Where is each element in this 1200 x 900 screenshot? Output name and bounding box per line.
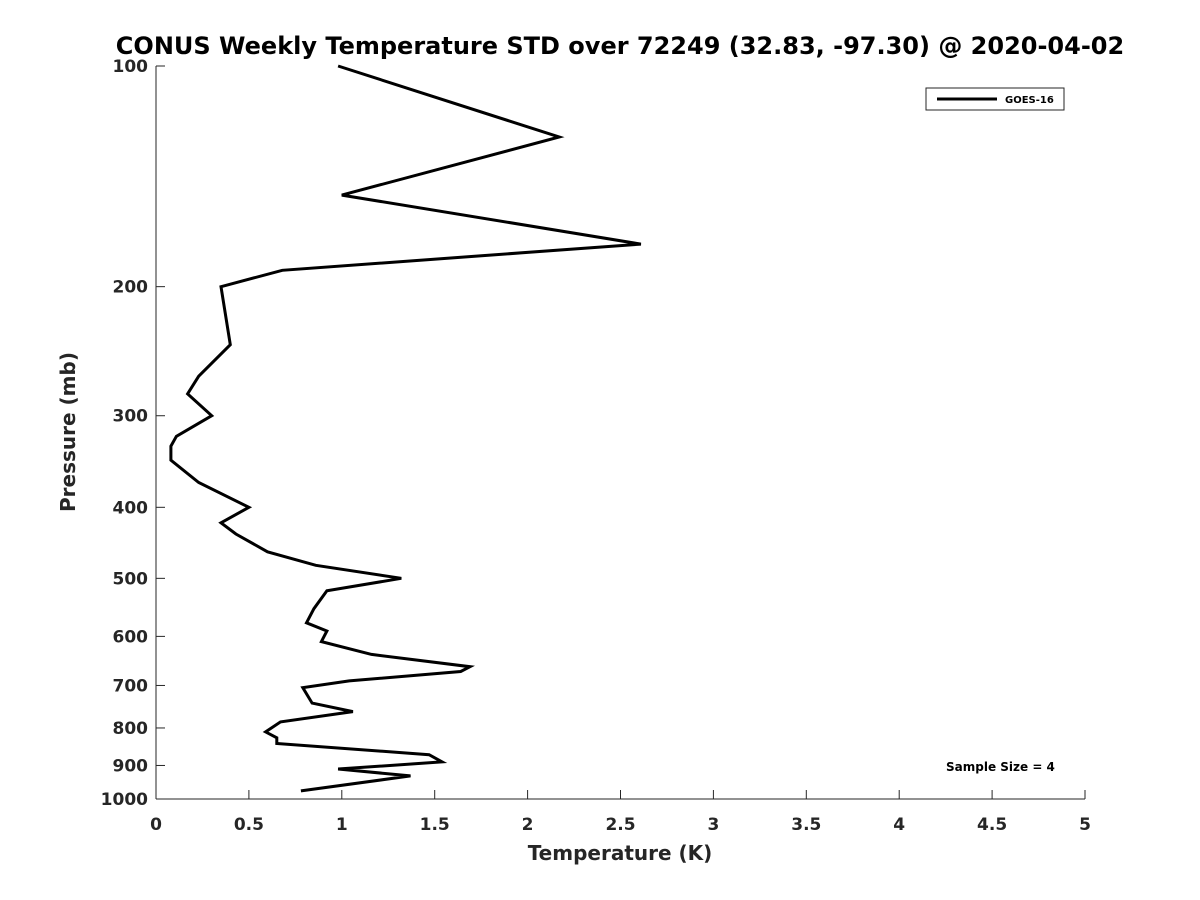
x-tick-label: 1.5 (420, 815, 450, 835)
x-axis-label: Temperature (K) (528, 841, 713, 865)
y-tick-label: 100 (113, 57, 149, 77)
legend: GOES-16 (925, 87, 1065, 111)
y-tick-label: 400 (113, 498, 149, 518)
legend-label-goes16: GOES-16 (1005, 95, 1054, 106)
series-layer (169, 64, 642, 793)
y-axis-label: Pressure (mb) (56, 352, 80, 512)
series-line-goes-16 (169, 64, 642, 793)
plot-axes (155, 66, 1085, 800)
x-tick-label: 1 (336, 815, 348, 835)
tick-group: 0 0.5 1 1.5 2 2.5 3 3.5 4 4.5 5 100 200 300 400 500 600 7… (101, 57, 1091, 835)
x-tick-label: 4.5 (977, 815, 1007, 835)
x-tick-label: 3.5 (791, 815, 821, 835)
y-tick-label: 800 (113, 719, 149, 739)
sample-size-annotation: Sample Size = 4 (946, 760, 1055, 774)
x-tick-label: 4 (893, 815, 905, 835)
x-tick-label: 0.5 (234, 815, 264, 835)
chart-title: CONUS Weekly Temperature STD over 72249 … (116, 32, 1124, 60)
y-tick-label: 300 (113, 407, 149, 427)
y-tick-label: 600 (113, 627, 149, 647)
y-tick-label: 200 (113, 278, 149, 298)
x-tick-label: 2 (522, 815, 534, 835)
x-tick-label: 5 (1079, 815, 1091, 835)
y-tick-label: 500 (113, 569, 149, 589)
y-tick-label: 700 (113, 676, 149, 696)
x-tick-label: 2.5 (605, 815, 635, 835)
y-tick-label: 1000 (101, 790, 148, 810)
x-tick-label: 3 (707, 815, 719, 835)
x-tick-label: 0 (150, 815, 162, 835)
y-tick-label: 900 (113, 756, 149, 776)
